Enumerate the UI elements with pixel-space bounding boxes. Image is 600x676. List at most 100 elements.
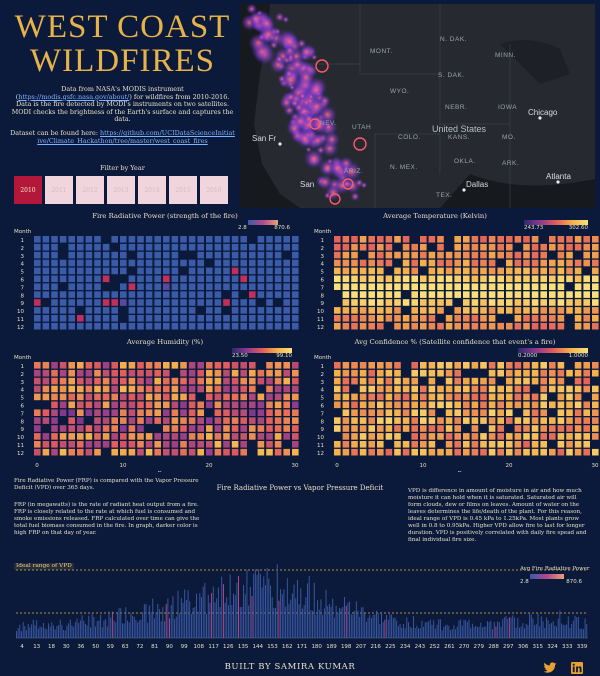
heatmap-cell[interactable] bbox=[574, 259, 582, 267]
heatmap-cell[interactable] bbox=[497, 385, 504, 393]
heatmap-cell[interactable] bbox=[85, 243, 93, 251]
vpd-bar[interactable] bbox=[545, 617, 547, 638]
heatmap-cell[interactable] bbox=[385, 362, 393, 369]
vpd-bar[interactable] bbox=[199, 593, 201, 638]
heatmap-cell[interactable] bbox=[51, 267, 58, 275]
heatmap-cell[interactable] bbox=[68, 291, 75, 298]
heatmap-cell[interactable] bbox=[85, 401, 93, 409]
heatmap-cell[interactable] bbox=[488, 299, 496, 306]
heatmap-cell[interactable] bbox=[77, 401, 84, 409]
heatmap-cell[interactable] bbox=[592, 448, 599, 456]
vpd-bar[interactable] bbox=[413, 616, 414, 638]
heatmap-cell[interactable] bbox=[283, 307, 290, 314]
vpd-bar[interactable] bbox=[133, 616, 135, 638]
heatmap-cell[interactable] bbox=[42, 307, 50, 314]
heatmap-cell[interactable] bbox=[274, 385, 282, 393]
heatmap-cell[interactable] bbox=[359, 236, 367, 243]
vpd-bar[interactable] bbox=[31, 624, 33, 638]
vpd-bar[interactable] bbox=[561, 623, 563, 638]
heatmap-cell[interactable] bbox=[249, 259, 256, 267]
heatmap-cell[interactable] bbox=[445, 425, 453, 432]
heatmap-cell[interactable] bbox=[240, 433, 247, 440]
vpd-bar[interactable] bbox=[581, 628, 583, 639]
heatmap-cell[interactable] bbox=[566, 448, 573, 456]
heatmap-cell[interactable] bbox=[480, 441, 487, 448]
dataset-link[interactable]: https://github.com/UCIDataScienceInitiat… bbox=[37, 128, 235, 145]
heatmap-cell[interactable] bbox=[402, 275, 410, 283]
heatmap-cell[interactable] bbox=[385, 243, 393, 251]
heatmap-cell[interactable] bbox=[283, 385, 290, 393]
vpd-bar[interactable] bbox=[285, 606, 287, 638]
heatmap-cell[interactable] bbox=[454, 362, 461, 369]
vpd-bar[interactable] bbox=[478, 626, 480, 638]
heatmap-cell[interactable] bbox=[42, 283, 50, 290]
heatmap-cell[interactable] bbox=[334, 425, 341, 432]
heatmap-cell[interactable] bbox=[497, 307, 504, 314]
heatmap-cell[interactable] bbox=[549, 448, 556, 456]
heatmap-cell[interactable] bbox=[506, 267, 513, 275]
heatmap-cell[interactable] bbox=[292, 441, 299, 448]
heatmap-cell[interactable] bbox=[77, 243, 84, 251]
heatmap-cell[interactable] bbox=[206, 448, 213, 456]
vpd-bar[interactable] bbox=[557, 618, 559, 638]
heatmap-cell[interactable] bbox=[368, 362, 375, 369]
heatmap-cell[interactable] bbox=[240, 369, 247, 377]
heatmap-cell[interactable] bbox=[445, 315, 453, 322]
heatmap-cell[interactable] bbox=[437, 243, 444, 251]
vpd-bar[interactable] bbox=[441, 630, 443, 638]
heatmap-cell[interactable] bbox=[257, 243, 265, 251]
heatmap-cell[interactable] bbox=[266, 409, 273, 416]
heatmap-cell[interactable] bbox=[342, 401, 350, 409]
heatmap-cell[interactable] bbox=[437, 393, 444, 401]
heatmap-cell[interactable] bbox=[274, 275, 282, 283]
heatmap-cell[interactable] bbox=[197, 401, 204, 409]
heatmap-cell[interactable] bbox=[163, 448, 170, 456]
vpd-bar[interactable] bbox=[387, 619, 389, 638]
heatmap-cell[interactable] bbox=[514, 448, 522, 456]
vpd-bar[interactable] bbox=[322, 614, 324, 638]
heatmap-cell[interactable] bbox=[85, 385, 93, 393]
heatmap-cell[interactable] bbox=[249, 307, 256, 314]
heatmap-cell[interactable] bbox=[531, 251, 539, 259]
heatmap-cell[interactable] bbox=[249, 322, 256, 330]
vpd-bar[interactable] bbox=[347, 602, 349, 638]
heatmap-cell[interactable] bbox=[128, 236, 136, 243]
heatmap-cell[interactable] bbox=[583, 448, 590, 456]
vpd-bar[interactable] bbox=[493, 622, 495, 638]
vpd-bar[interactable] bbox=[302, 608, 303, 638]
heatmap-cell[interactable] bbox=[454, 291, 461, 298]
heatmap-cell[interactable] bbox=[488, 417, 496, 424]
heatmap-cell[interactable] bbox=[549, 362, 556, 369]
heatmap-cell[interactable] bbox=[506, 307, 513, 314]
heatmap-cell[interactable] bbox=[377, 251, 384, 259]
heatmap-cell[interactable] bbox=[523, 299, 530, 306]
heatmap-cell[interactable] bbox=[523, 259, 530, 267]
heatmap-cell[interactable] bbox=[497, 283, 504, 290]
vpd-bar[interactable] bbox=[402, 623, 404, 638]
heatmap-cell[interactable] bbox=[549, 275, 556, 283]
heatmap-cell[interactable] bbox=[223, 401, 230, 409]
heatmap-cell[interactable] bbox=[463, 315, 470, 322]
heatmap-cell[interactable] bbox=[583, 409, 590, 416]
heatmap-cell[interactable] bbox=[514, 433, 522, 440]
vpd-bar[interactable] bbox=[409, 626, 411, 638]
heatmap-cell[interactable] bbox=[488, 433, 496, 440]
heatmap-cell[interactable] bbox=[257, 393, 265, 401]
heatmap-cell[interactable] bbox=[359, 243, 367, 251]
heatmap-cell[interactable] bbox=[214, 362, 222, 369]
vpd-bar[interactable] bbox=[41, 627, 43, 638]
heatmap-cell[interactable] bbox=[34, 385, 41, 393]
vpd-bar[interactable] bbox=[125, 607, 127, 638]
vpd-bar[interactable] bbox=[362, 607, 364, 638]
heatmap-cell[interactable] bbox=[171, 417, 179, 424]
heatmap-cell[interactable] bbox=[51, 251, 58, 259]
vpd-bar[interactable] bbox=[21, 631, 22, 638]
heatmap-cell[interactable] bbox=[94, 322, 101, 330]
heatmap-cell[interactable] bbox=[274, 322, 282, 330]
heatmap-cell[interactable] bbox=[137, 299, 144, 306]
heatmap-cell[interactable] bbox=[592, 362, 599, 369]
heatmap-cell[interactable] bbox=[368, 369, 375, 377]
heatmap-cell[interactable] bbox=[223, 259, 230, 267]
heatmap-cell[interactable] bbox=[94, 377, 101, 385]
